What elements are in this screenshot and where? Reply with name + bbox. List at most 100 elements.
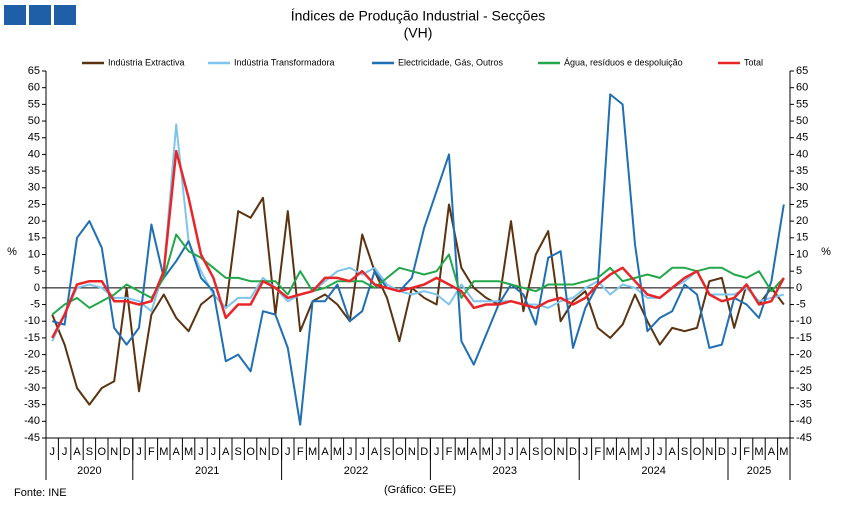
y-axis-label: % xyxy=(7,246,17,258)
series-line xyxy=(51,149,785,339)
logo-block xyxy=(54,5,76,25)
x-tick-label: A xyxy=(520,446,528,458)
y-tick-label: -20 xyxy=(24,348,40,360)
x-tick-label: J xyxy=(347,446,353,458)
y2-tick-label: 0 xyxy=(796,282,802,294)
x-tick-label: M xyxy=(779,446,788,458)
x-tick-label: M xyxy=(630,446,639,458)
x-tick-label: D xyxy=(271,446,279,458)
y2-tick-label: 10 xyxy=(796,248,808,260)
x-tick-label: M xyxy=(457,446,466,458)
x-group-label: 2022 xyxy=(344,465,368,477)
logo-block xyxy=(4,5,26,25)
y-tick-label: -30 xyxy=(24,382,40,394)
x-tick-label: J xyxy=(359,446,365,458)
x-group-label: 2025 xyxy=(747,465,771,477)
x-tick-label: D xyxy=(123,446,131,458)
y-tick-label: 0 xyxy=(34,282,40,294)
x-tick-label: M xyxy=(606,446,615,458)
y-tick-label: 45 xyxy=(28,132,40,144)
y2-axis-label: % xyxy=(821,246,831,258)
y2-tick-label: 65 xyxy=(796,65,808,77)
y-tick-label: 60 xyxy=(28,82,40,94)
x-tick-label: N xyxy=(110,446,118,458)
chart-subtitle: (VH) xyxy=(404,25,433,41)
x-tick-label: J xyxy=(198,446,204,458)
source: Fonte: INE xyxy=(14,487,67,499)
x-tick-label: M xyxy=(308,446,317,458)
x-tick-label: M xyxy=(333,446,342,458)
x-tick-label: F xyxy=(743,446,750,458)
chart-title: Índices de Produção Industrial - Secções xyxy=(291,8,545,24)
y-tick-label: 25 xyxy=(28,198,40,210)
y2-tick-label: 20 xyxy=(796,215,808,227)
y2-tick-label: -45 xyxy=(796,432,812,444)
y2-tick-label: -30 xyxy=(796,382,812,394)
y-tick-label: 30 xyxy=(28,182,40,194)
x-tick-label: J xyxy=(508,446,514,458)
x-tick-label: O xyxy=(544,446,553,458)
x-tick-label: F xyxy=(446,446,453,458)
y2-tick-label: 45 xyxy=(796,132,808,144)
x-tick-label: J xyxy=(731,446,737,458)
y2-tick-label: 35 xyxy=(796,165,808,177)
y2-tick-label: 60 xyxy=(796,82,808,94)
x-tick-label: O xyxy=(395,446,404,458)
y2-tick-label: -15 xyxy=(796,332,812,344)
y-tick-label: -10 xyxy=(24,315,40,327)
x-group-label: 2024 xyxy=(641,465,665,477)
y2-tick-label: -40 xyxy=(796,415,812,427)
x-tick-label: F xyxy=(297,446,304,458)
y-tick-label: 5 xyxy=(34,265,40,277)
series-line xyxy=(51,233,785,316)
y2-tick-label: 55 xyxy=(796,98,808,110)
x-group-label: 2020 xyxy=(77,465,101,477)
x-tick-label: D xyxy=(420,446,428,458)
x-tick-label: M xyxy=(184,446,193,458)
y2-tick-label: -35 xyxy=(796,399,812,411)
x-tick-label: F xyxy=(148,446,155,458)
x-tick-label: J xyxy=(657,446,663,458)
legend-label: Indústria Extractiva xyxy=(108,57,185,67)
y2-tick-label: -5 xyxy=(796,298,806,310)
x-tick-label: J xyxy=(285,446,291,458)
x-tick-label: S xyxy=(681,446,688,458)
y-tick-label: 55 xyxy=(28,98,40,110)
legend-label: Electricidade, Gás, Outros xyxy=(398,57,504,67)
x-tick-label: A xyxy=(73,446,81,458)
y2-tick-label: 15 xyxy=(796,232,808,244)
y-tick-label: -45 xyxy=(24,432,40,444)
series-line xyxy=(51,196,785,406)
x-tick-label: O xyxy=(693,446,702,458)
x-tick-label: S xyxy=(86,446,93,458)
y-tick-label: -35 xyxy=(24,399,40,411)
x-tick-label: N xyxy=(408,446,416,458)
y2-tick-label: -10 xyxy=(796,315,812,327)
x-tick-label: J xyxy=(49,446,55,458)
x-tick-label: A xyxy=(321,446,329,458)
y-tick-label: -25 xyxy=(24,365,40,377)
y-tick-label: 50 xyxy=(28,115,40,127)
x-tick-label: N xyxy=(557,446,565,458)
x-tick-label: A xyxy=(173,446,181,458)
x-tick-label: N xyxy=(259,446,267,458)
x-tick-label: M xyxy=(159,446,168,458)
x-tick-label: M xyxy=(754,446,763,458)
x-tick-label: J xyxy=(583,446,589,458)
x-tick-label: J xyxy=(645,446,651,458)
y-tick-label: 15 xyxy=(28,232,40,244)
y-tick-label: 10 xyxy=(28,248,40,260)
y2-tick-label: 30 xyxy=(796,182,808,194)
series-line xyxy=(51,93,785,426)
y-tick-label: 20 xyxy=(28,215,40,227)
x-group-label: 2021 xyxy=(195,465,219,477)
y-tick-label: -5 xyxy=(30,298,40,310)
x-tick-label: F xyxy=(594,446,601,458)
x-tick-label: S xyxy=(235,446,242,458)
x-tick-label: N xyxy=(705,446,713,458)
x-tick-label: A xyxy=(768,446,776,458)
x-tick-label: A xyxy=(470,446,478,458)
x-tick-label: J xyxy=(211,446,217,458)
x-tick-label: O xyxy=(98,446,107,458)
